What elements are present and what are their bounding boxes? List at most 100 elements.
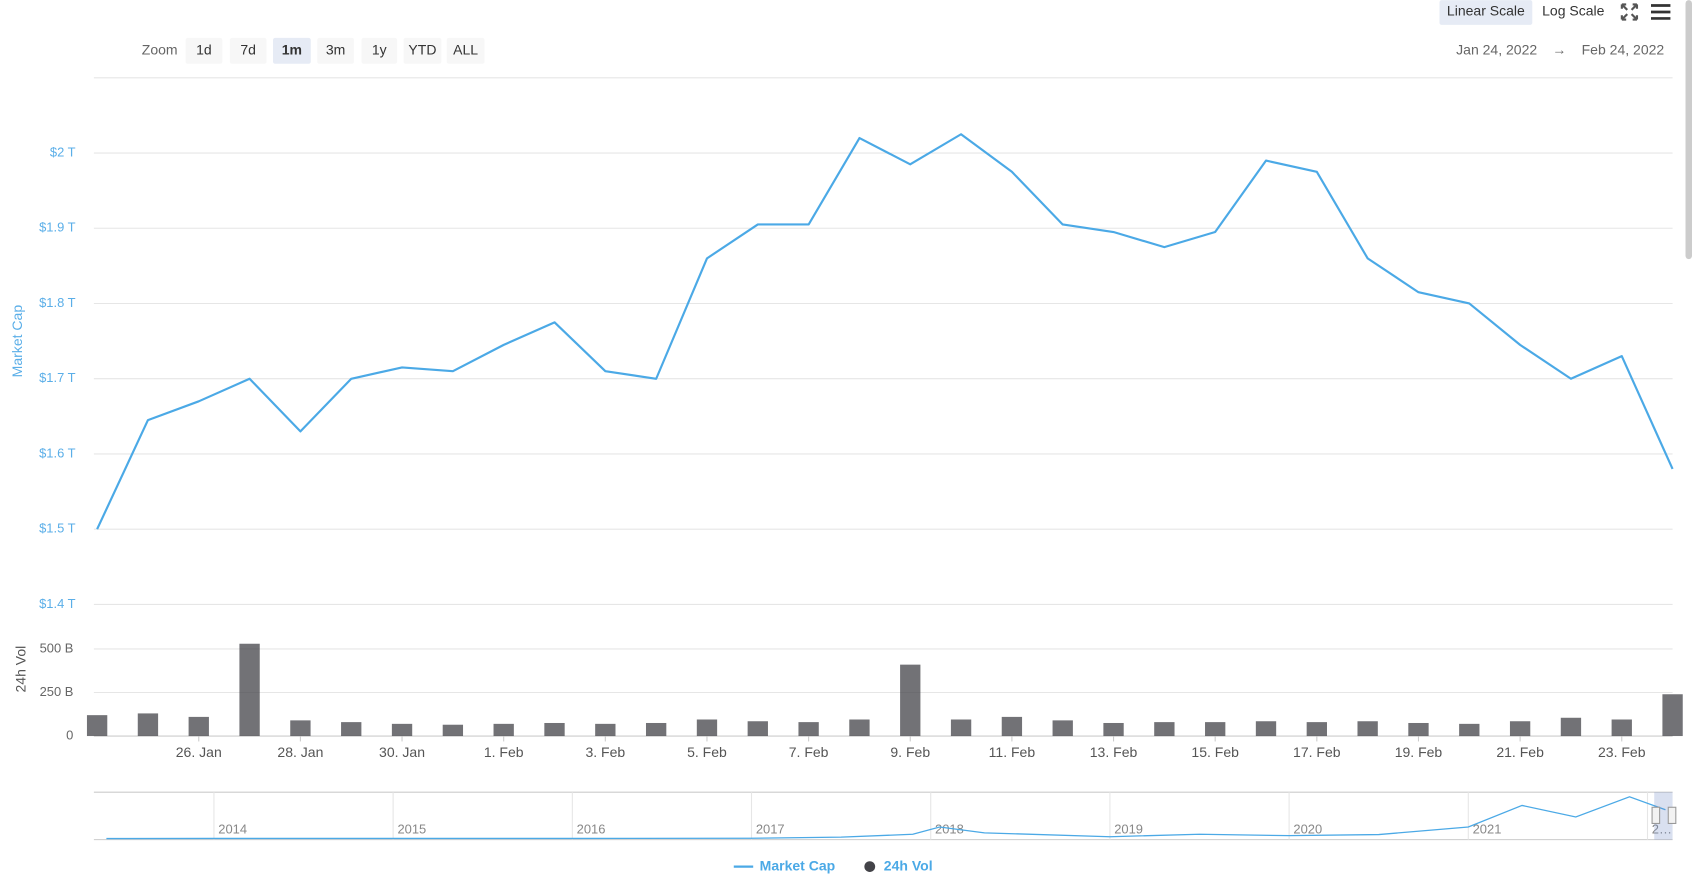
fullscreen-icon[interactable] — [1620, 3, 1639, 21]
scale-button[interactable] — [1439, 0, 1533, 25]
x-tick-label: 23. Feb — [1598, 744, 1646, 760]
y-tick-label: $1.6 T — [39, 445, 76, 460]
y2-tick-label: 500 B — [40, 640, 74, 655]
navigator-year-label: 2… — [1652, 821, 1672, 836]
date-to[interactable]: Feb 24, 2022 — [1582, 42, 1665, 58]
volume-bar — [798, 722, 819, 737]
zoom-label: Zoom — [142, 42, 178, 58]
y-axis-title: Market Cap — [9, 305, 25, 378]
legend-symbol — [864, 861, 876, 873]
volume-bar — [1154, 722, 1175, 737]
y2-axis-title: 24h Vol — [12, 646, 28, 693]
volume-bar — [137, 713, 159, 737]
x-tick-label: 13. Feb — [1090, 744, 1138, 760]
volume-bar — [696, 719, 718, 737]
navigator-year-label: 2016 — [577, 821, 606, 836]
y2-tick-label: 0 — [66, 727, 73, 742]
x-tick-label: 15. Feb — [1191, 744, 1239, 760]
zoom-button-label[interactable]: 3m — [326, 42, 345, 58]
legend-label[interactable]: Market Cap — [760, 857, 836, 873]
x-tick-label: 1. Feb — [484, 744, 524, 760]
zoom-button[interactable] — [185, 37, 223, 64]
x-tick-label: 5. Feb — [687, 744, 727, 760]
y2-tick-label: 250 B — [40, 684, 74, 699]
market-cap-line — [96, 133, 1674, 530]
navigator-year-label: 2017 — [756, 821, 785, 836]
zoom-button-label[interactable]: 1m — [282, 42, 302, 58]
volume-bar — [645, 722, 667, 737]
y-tick-label: $2 T — [50, 144, 76, 159]
volume-bar — [544, 722, 565, 737]
zoom-button-label[interactable]: 7d — [240, 42, 256, 58]
x-tick-label: 17. Feb — [1293, 744, 1341, 760]
x-tick-label: 3. Feb — [585, 744, 625, 760]
volume-bar — [442, 724, 464, 737]
zoom-button[interactable] — [229, 37, 267, 64]
volume-bar — [1408, 722, 1429, 737]
x-tick-label: 28. Jan — [277, 744, 323, 760]
volume-bar — [290, 720, 311, 737]
zoom-button[interactable] — [317, 37, 354, 64]
date-arrow: → — [1552, 42, 1566, 58]
volume-bar — [849, 719, 870, 737]
navigator-line — [106, 796, 1666, 840]
x-tick-label: 19. Feb — [1395, 744, 1443, 760]
menu-icon[interactable] — [1650, 4, 1671, 20]
x-tick-label: 21. Feb — [1496, 744, 1544, 760]
volume-bar — [1611, 719, 1632, 737]
volume-bar — [1509, 721, 1531, 737]
volume-bar — [595, 723, 616, 737]
navigator-year-label: 2021 — [1473, 821, 1502, 836]
navigator-mask[interactable] — [1654, 792, 1673, 840]
zoom-button-label[interactable]: 1d — [196, 42, 212, 58]
y-tick-label: $1.4 T — [39, 596, 76, 611]
volume-bar — [1052, 720, 1073, 737]
navigator-handle[interactable] — [1651, 806, 1661, 824]
legend-label[interactable]: 24h Vol — [884, 857, 933, 873]
navigator-handle[interactable] — [1667, 806, 1677, 824]
x-tick-label: 30. Jan — [379, 744, 425, 760]
volume-bar — [341, 722, 362, 737]
volume-bar — [1357, 721, 1378, 737]
volume-bar — [86, 715, 108, 737]
x-tick-label: 26. Jan — [176, 744, 222, 760]
zoom-button-label[interactable]: 1y — [372, 42, 387, 58]
y-tick-label: $1.9 T — [39, 220, 76, 235]
scrollbar[interactable] — [1685, 0, 1692, 260]
volume-bar — [1306, 722, 1327, 737]
navigator-year-label: 2019 — [1114, 821, 1143, 836]
volume-bar — [1255, 721, 1277, 737]
zoom-button[interactable] — [273, 37, 311, 64]
x-tick-label: 7. Feb — [789, 744, 829, 760]
volume-bar — [1560, 717, 1582, 737]
volume-bar — [391, 723, 413, 737]
x-tick-label: 11. Feb — [989, 744, 1036, 760]
scale-button[interactable] — [1535, 0, 1612, 25]
volume-bar — [493, 723, 514, 737]
scale-button-label[interactable]: Linear Scale — [1447, 3, 1525, 19]
volume-bar — [1662, 694, 1683, 737]
volume-bar — [188, 716, 209, 737]
y-tick-label: $1.7 T — [39, 370, 76, 385]
navigator-year-label: 2014 — [218, 821, 247, 836]
volume-bar — [900, 664, 921, 737]
volume-bar — [747, 721, 768, 737]
zoom-button-label[interactable]: ALL — [453, 42, 478, 58]
scale-button-label[interactable]: Log Scale — [1542, 3, 1605, 19]
navigator-year-label: 2020 — [1293, 821, 1322, 836]
zoom-button[interactable] — [403, 37, 442, 64]
navigator-year-label: 2015 — [397, 821, 426, 836]
volume-bar — [1103, 722, 1124, 737]
volume-bar — [1205, 722, 1226, 737]
date-from[interactable]: Jan 24, 2022 — [1456, 42, 1537, 58]
y-tick-label: $1.8 T — [39, 295, 76, 310]
zoom-button[interactable] — [361, 37, 398, 64]
zoom-button[interactable] — [446, 37, 485, 64]
volume-bar — [950, 719, 972, 737]
volume-bar — [1459, 723, 1480, 737]
y-tick-label: $1.5 T — [39, 521, 76, 536]
zoom-button-label[interactable]: YTD — [408, 42, 436, 58]
x-tick-label: 9. Feb — [890, 744, 930, 760]
